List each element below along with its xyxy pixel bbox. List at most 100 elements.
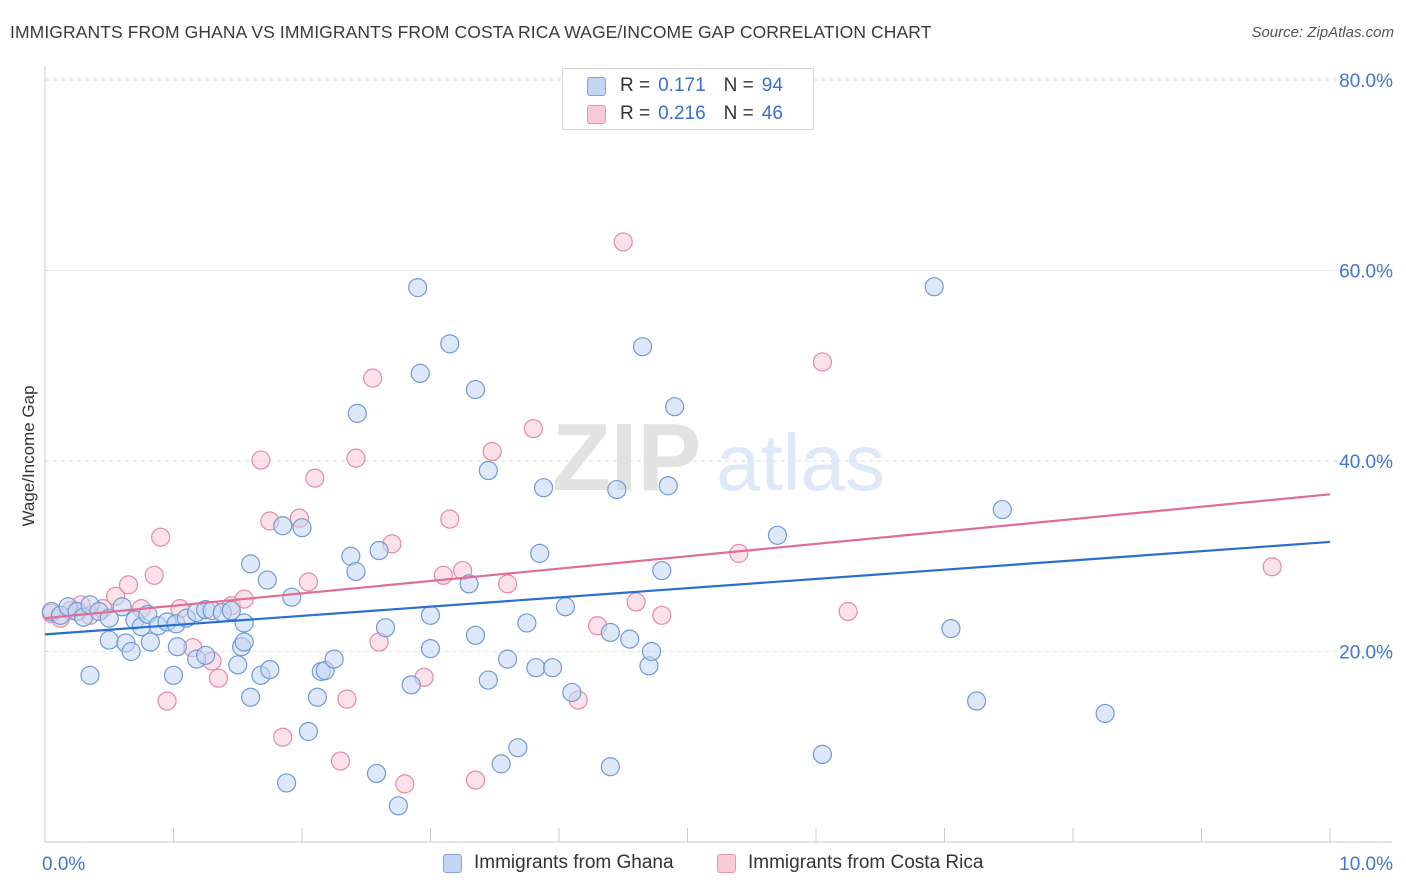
point-ghana [600, 757, 621, 777]
point-costa-rica [729, 543, 749, 563]
point-costa-rica [812, 352, 833, 372]
point-ghana [478, 460, 498, 481]
point-costa-rica [273, 727, 293, 747]
point-costa-rica [433, 565, 453, 585]
point-ghana [562, 682, 582, 703]
point-ghana [665, 397, 685, 417]
tick-labels: 20.0% 40.0% 60.0% 80.0% 0.0% 10.0% [42, 71, 1393, 875]
point-ghana [167, 637, 187, 657]
point-ghana [533, 478, 554, 498]
series-ghana-points [41, 277, 1115, 816]
legend-swatch-costa-rica [587, 104, 606, 124]
point-costa-rica [157, 691, 177, 711]
point-ghana [260, 659, 280, 680]
point-ghana [555, 597, 576, 617]
bottom-legend-swatch-ghana [443, 853, 462, 873]
legend-n-value-costa-rica: 46 [761, 103, 783, 124]
point-ghana [517, 613, 537, 633]
y-tick-label: 20.0% [1339, 643, 1393, 664]
point-ghana [241, 554, 261, 574]
point-ghana [401, 675, 421, 695]
legend-row-costa-rica: R = 0.216 N = 46 [587, 103, 783, 125]
point-ghana [112, 597, 132, 617]
point-costa-rica [251, 450, 271, 470]
point-ghana [600, 622, 621, 643]
bottom-legend-ghana: Immigrants from Ghana [443, 852, 674, 874]
point-ghana [366, 763, 387, 784]
point-ghana [530, 543, 550, 563]
point-costa-rica [363, 368, 383, 388]
point-costa-rica [626, 592, 646, 612]
legend-r-value-ghana: 0.171 [658, 75, 706, 96]
watermark-atlas: atlas [716, 418, 885, 507]
point-ghana [607, 479, 627, 500]
point-costa-rica [482, 441, 502, 462]
point-ghana [221, 600, 241, 621]
point-ghana [440, 334, 460, 354]
point-ghana [620, 629, 640, 649]
point-costa-rica [498, 574, 518, 594]
point-ghana [498, 649, 518, 669]
legend-n-value-ghana: 94 [761, 75, 783, 96]
point-costa-rica [330, 751, 351, 771]
point-costa-rica [346, 448, 366, 468]
point-ghana [508, 738, 528, 758]
bottom-legend-costa-rica: Immigrants from Costa Rica [717, 852, 983, 874]
legend-row-ghana: R = 0.171 N = 94 [587, 75, 783, 97]
legend-r-value-costa-rica: 0.216 [658, 103, 706, 124]
y-tick-label: 40.0% [1339, 452, 1393, 473]
legend-swatch-ghana [587, 76, 606, 96]
legend-n-label: N = [723, 103, 754, 124]
point-costa-rica [1262, 557, 1282, 577]
point-costa-rica [144, 565, 164, 585]
point-costa-rica [465, 770, 486, 790]
point-ghana [196, 645, 216, 665]
point-ghana [420, 605, 441, 625]
bottom-legend-label-costa-rica: Immigrants from Costa Rica [748, 852, 984, 873]
legend-box: R = 0.171 N = 94 R = 0.216 N = 46 [562, 68, 814, 130]
bottom-legend-label-ghana: Immigrants from Ghana [474, 852, 674, 873]
point-ghana [140, 632, 160, 652]
legend-r-label: R = [620, 75, 651, 96]
y-axis-label: Wage/Income Gap [19, 385, 38, 526]
point-costa-rica [523, 419, 543, 439]
point-costa-rica [440, 509, 460, 529]
point-ghana [408, 278, 428, 298]
point-costa-rica [151, 527, 171, 547]
point-ghana [346, 561, 366, 582]
point-ghana [163, 665, 184, 685]
point-ghana [652, 560, 672, 581]
point-ghana [767, 525, 788, 545]
point-costa-rica [337, 689, 357, 709]
point-ghana [273, 516, 293, 536]
legend-r-label: R = [620, 103, 651, 124]
point-ghana [992, 499, 1012, 520]
point-ghana [941, 619, 961, 639]
point-ghana [410, 363, 430, 383]
y-tick-label: 80.0% [1339, 71, 1393, 92]
point-costa-rica [613, 232, 633, 252]
legend-n-label: N = [723, 75, 754, 96]
point-ghana [632, 337, 653, 357]
point-ghana [257, 570, 277, 590]
point-costa-rica [652, 605, 672, 625]
point-ghana [542, 658, 563, 678]
point-ghana [99, 608, 119, 628]
point-costa-rica [305, 468, 325, 488]
point-costa-rica [118, 575, 139, 595]
watermark-zip: ZIP [552, 404, 701, 511]
point-costa-rica [838, 601, 858, 622]
trend-line-ghana [44, 540, 1331, 636]
trend-lines [44, 493, 1331, 636]
axes [44, 66, 1392, 843]
point-ghana [459, 574, 479, 594]
point-ghana [465, 379, 486, 400]
chart-title: IMMIGRANTS FROM GHANA VS IMMIGRANTS FROM… [10, 22, 932, 42]
point-ghana [121, 641, 141, 662]
point-ghana [478, 670, 498, 690]
point-ghana [375, 618, 396, 638]
point-ghana [234, 632, 254, 652]
point-ghana [420, 639, 441, 659]
point-ghana [241, 687, 261, 707]
